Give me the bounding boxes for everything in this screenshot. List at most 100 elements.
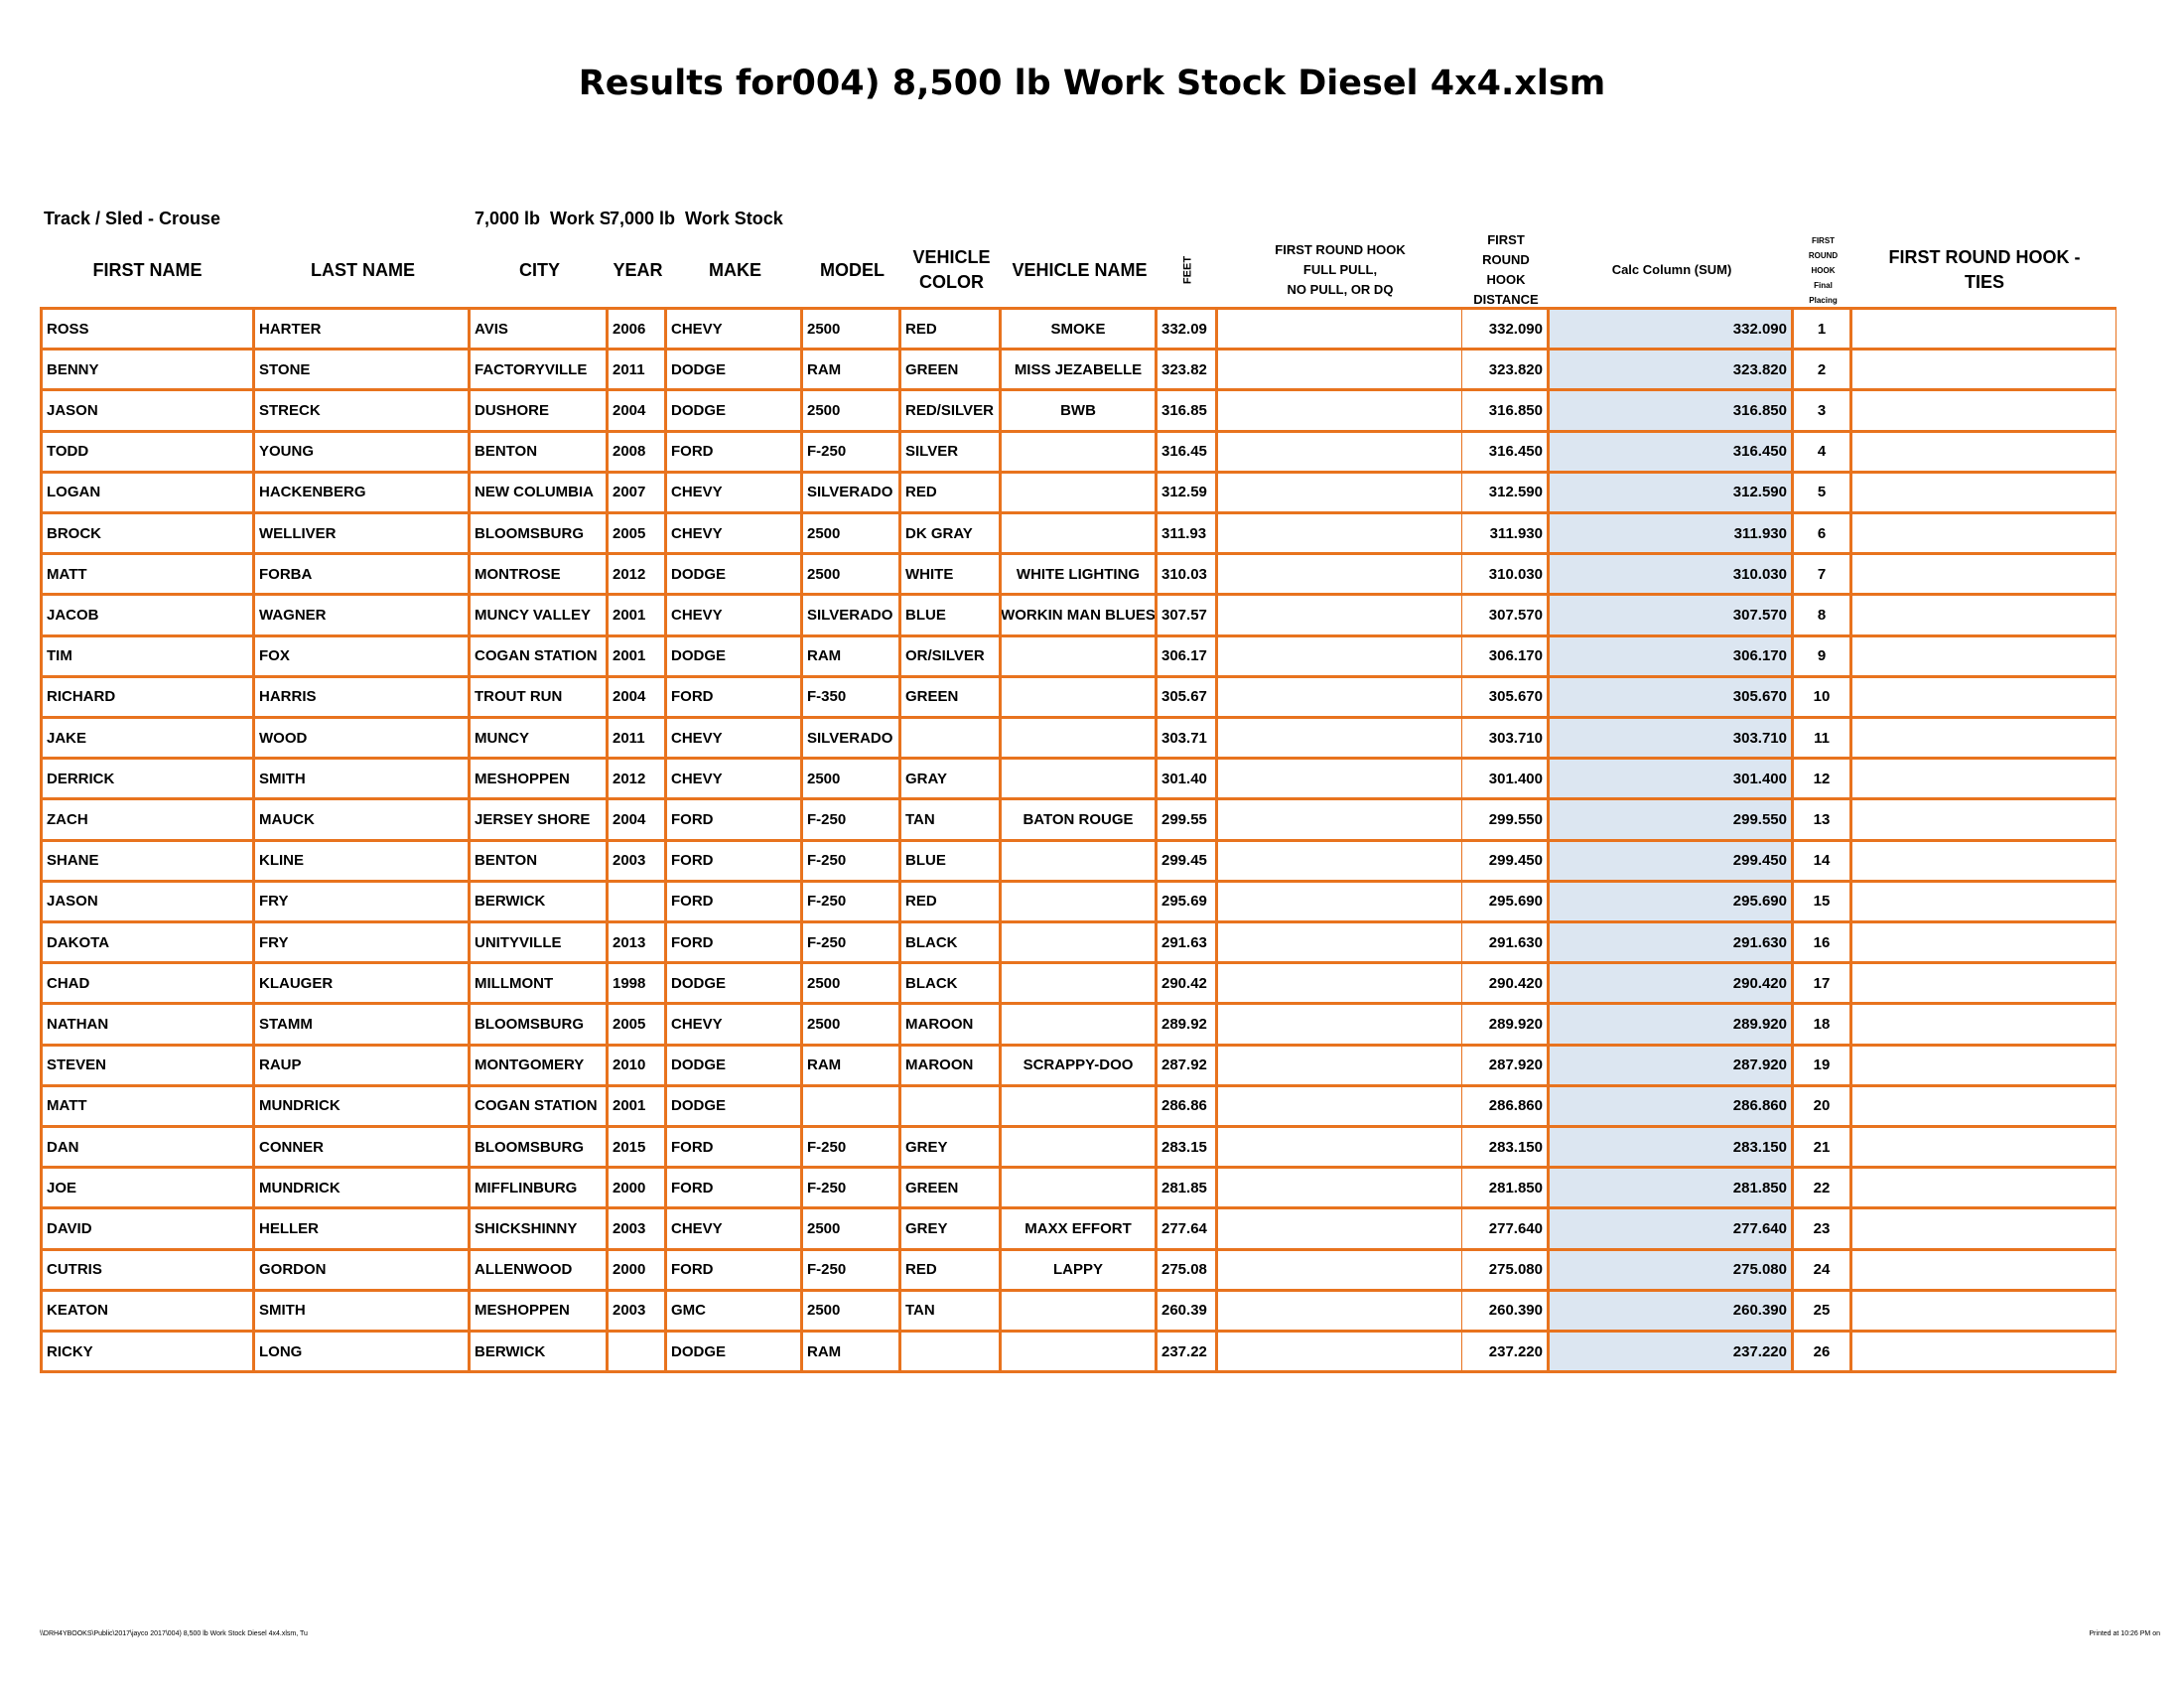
column-header: FIRST ROUND HOOK Final Placing [1808,235,1839,305]
cell [1002,1169,1158,1210]
cell [901,1333,1002,1374]
cell: 307.570 [1462,596,1550,637]
cell: 323.820 [1550,351,1794,392]
cell: 332.090 [1550,310,1794,352]
cell [1002,677,1158,719]
cell: 303.710 [1550,719,1794,761]
cell: SMITH [255,760,471,801]
cell: 18 [1794,1005,1852,1047]
column-header: CITY [518,259,560,280]
cell [1218,555,1462,597]
cell [1852,1209,2116,1251]
cell: 316.450 [1550,432,1794,474]
cell [1002,1291,1158,1333]
cell: 301.400 [1550,760,1794,801]
cell: 312.590 [1550,473,1794,514]
cell: RED [901,310,1002,352]
cell: 290.420 [1462,964,1550,1006]
cell: SILVERADO [803,596,901,637]
cell: NATHAN [40,1005,255,1047]
cell: F-250 [803,432,901,474]
cell: DAVID [40,1209,255,1251]
cell [1002,719,1158,761]
cell: CHEVY [667,514,803,556]
cell: 275.080 [1462,1250,1550,1292]
cell: 306.170 [1550,636,1794,678]
cell: BWB [1002,391,1158,433]
cell: DAN [40,1128,255,1170]
cell: 26 [1794,1333,1852,1374]
cell: 17 [1794,964,1852,1006]
cell [1002,1005,1158,1047]
cell [1218,1046,1462,1087]
cell [1002,473,1158,514]
cell: RED [901,882,1002,923]
cell [1852,841,2116,883]
cell: 316.85 [1158,391,1218,433]
cell: 277.640 [1462,1209,1550,1251]
cell: JASON [40,882,255,923]
cell: STAMM [255,1005,471,1047]
cell: 306.170 [1462,636,1550,678]
cell: LONG [255,1333,471,1374]
cell: BROCK [40,514,255,556]
cell: 2001 [609,636,667,678]
cell: BLOOMSBURG [471,1128,609,1170]
cell: SILVERADO [803,719,901,761]
cell: 2003 [609,1291,667,1333]
cell: MAUCK [255,800,471,842]
footer-right: Printed at 10:26 PM on [2089,1630,2160,1637]
cell: BERWICK [471,882,609,923]
cell: 305.670 [1550,677,1794,719]
cell: KLINE [255,841,471,883]
cell: CHEVY [667,760,803,801]
cell [1218,760,1462,801]
cell: BLOOMSBURG [471,1005,609,1047]
cell: 281.850 [1462,1169,1550,1210]
cell: 310.03 [1158,555,1218,597]
cell: MIFFLINBURG [471,1169,609,1210]
cell: FORD [667,841,803,883]
cell [1218,391,1462,433]
cell: MUNDRICK [255,1169,471,1210]
cell: MAROON [901,1005,1002,1047]
cell: COGAN STATION [471,636,609,678]
cell [1218,1250,1462,1292]
cell [1218,1128,1462,1170]
cell [1218,432,1462,474]
cell: MUNCY [471,719,609,761]
cell [1002,1128,1158,1170]
cell: 283.150 [1462,1128,1550,1170]
cell: F-250 [803,800,901,842]
cell: BLUE [901,841,1002,883]
cell: DODGE [667,964,803,1006]
cell: 25 [1794,1291,1852,1333]
cell: 289.92 [1158,1005,1218,1047]
cell: LAPPY [1002,1250,1158,1292]
footer-left: \\DRH4YBOOKS\Public\2017\jayco 2017\004)… [40,1630,308,1637]
cell: LOGAN [40,473,255,514]
cell: ALLENWOOD [471,1250,609,1292]
cell: 323.82 [1158,351,1218,392]
column-header: YEAR [613,259,663,280]
cell [1002,514,1158,556]
cell: DODGE [667,1086,803,1128]
cell: 21 [1794,1128,1852,1170]
cell [1218,636,1462,678]
cell: 316.850 [1550,391,1794,433]
cell: 1998 [609,964,667,1006]
cell: DUSHORE [471,391,609,433]
cell: FORD [667,1128,803,1170]
cell: FRY [255,882,471,923]
cell: 289.920 [1550,1005,1794,1047]
cell: 307.57 [1158,596,1218,637]
cell: SCRAPPY-DOO [1002,1046,1158,1087]
cell: GREEN [901,677,1002,719]
cell: 2000 [609,1250,667,1292]
cell [1852,351,2116,392]
cell: 16 [1794,923,1852,965]
cell [1218,473,1462,514]
cell: F-250 [803,1250,901,1292]
cell: 10 [1794,677,1852,719]
cell: 295.690 [1550,882,1794,923]
